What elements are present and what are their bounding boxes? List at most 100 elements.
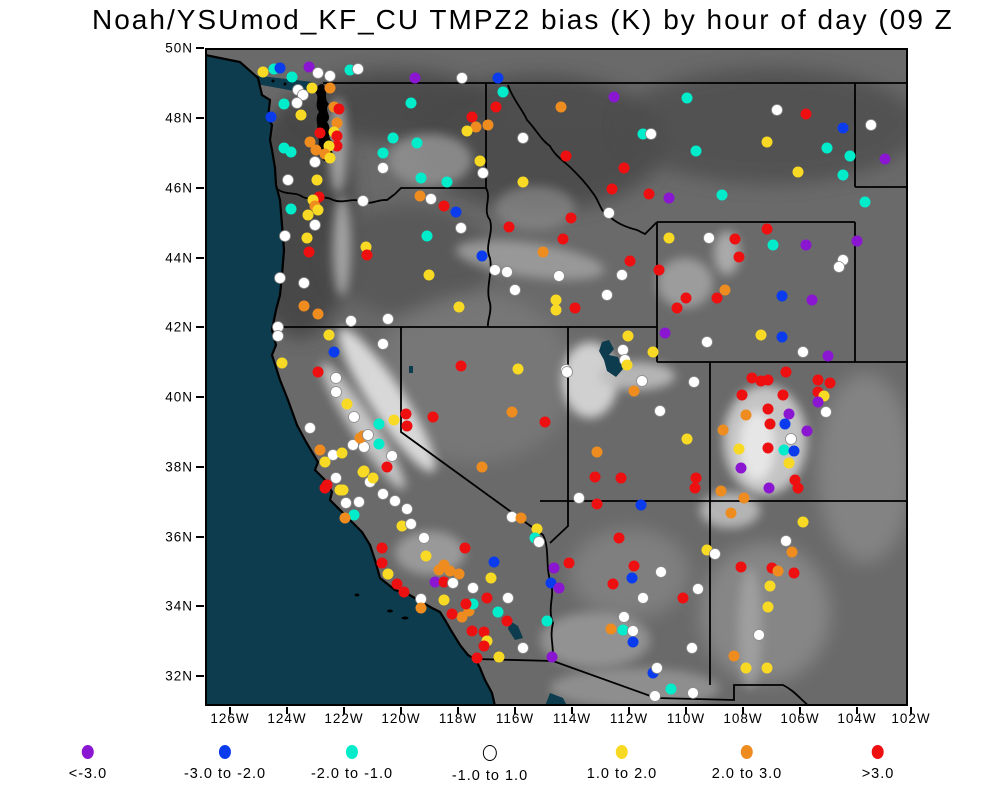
- station-dot: [341, 398, 353, 410]
- station-dot: [459, 542, 471, 554]
- station-dot: [778, 444, 790, 456]
- station-dot: [659, 327, 671, 339]
- station-dot: [474, 155, 486, 167]
- station-dot: [621, 359, 633, 371]
- station-dot: [409, 72, 421, 84]
- station-dot: [561, 366, 573, 378]
- station-dot: [762, 442, 774, 454]
- lon-tick-label: 126W: [210, 711, 250, 726]
- station-dot: [637, 128, 649, 140]
- station-dot: [628, 560, 640, 572]
- station-dot: [671, 302, 683, 314]
- station-dot: [715, 485, 727, 497]
- station-dot: [337, 484, 349, 496]
- station-dot: [396, 520, 408, 532]
- station-dot: [605, 623, 617, 635]
- station-dot: [324, 152, 336, 164]
- station-dot: [501, 266, 513, 278]
- lon-tick-mark: [742, 707, 744, 714]
- station-dot: [613, 532, 625, 544]
- station-dot: [733, 251, 745, 263]
- station-dot: [589, 471, 601, 483]
- station-dot: [767, 239, 779, 251]
- station-dot: [733, 443, 745, 455]
- legend-dot-r: [872, 745, 884, 759]
- station-dot: [865, 119, 877, 131]
- station-dot: [701, 336, 713, 348]
- station-dot: [545, 577, 557, 589]
- lon-tick-label: 108W: [723, 711, 763, 726]
- station-dot: [553, 270, 565, 282]
- lon-tick-label: 106W: [780, 711, 820, 726]
- station-dot: [821, 142, 833, 154]
- station-dot: [336, 447, 348, 459]
- station-dot: [391, 578, 403, 590]
- lat-tick-mark: [196, 605, 204, 607]
- station-dot: [489, 264, 501, 276]
- lon-tick-mark: [229, 707, 231, 714]
- station-dot: [573, 492, 585, 504]
- station-dot: [761, 136, 773, 148]
- terrain-map: [204, 48, 908, 707]
- map-panel: [204, 48, 908, 707]
- station-dot: [792, 482, 804, 494]
- station-dot: [295, 109, 307, 121]
- station-dot: [427, 411, 439, 423]
- station-dot: [297, 89, 309, 101]
- station-dot: [762, 601, 774, 613]
- station-dot: [501, 615, 513, 627]
- station-dot: [654, 405, 666, 417]
- station-dot: [415, 602, 427, 614]
- station-dot: [806, 294, 818, 306]
- station-dot: [627, 625, 639, 637]
- station-dot: [345, 315, 357, 327]
- station-dot: [482, 119, 494, 131]
- lon-tick-mark: [514, 707, 516, 714]
- station-dot: [663, 232, 675, 244]
- great-salt-lake: [599, 340, 623, 377]
- station-dot: [686, 642, 698, 654]
- station-dot: [780, 535, 792, 547]
- station-dot: [800, 239, 812, 251]
- station-dot: [319, 456, 331, 468]
- station-dot: [401, 503, 413, 515]
- station-dot: [423, 269, 435, 281]
- lon-tick-label: 124W: [267, 711, 307, 726]
- station-dot: [301, 232, 313, 244]
- station-dot: [797, 346, 809, 358]
- station-dot: [681, 92, 693, 104]
- station-dot: [367, 472, 379, 484]
- lon-tick-label: 104W: [837, 711, 877, 726]
- legend-item: -1.0 to 1.0: [452, 745, 528, 784]
- station-dot: [624, 255, 636, 267]
- station-dot: [591, 446, 603, 458]
- station-dot: [844, 150, 856, 162]
- station-dot: [761, 662, 773, 674]
- station-dot: [361, 249, 373, 261]
- lat-tick-mark: [196, 536, 204, 538]
- station-dot: [735, 462, 747, 474]
- station-dot: [306, 82, 318, 94]
- station-dot: [776, 331, 788, 343]
- station-dot: [550, 304, 562, 316]
- station-dot: [555, 101, 567, 113]
- station-dot: [340, 497, 352, 509]
- station-dot: [637, 592, 649, 604]
- station-dot: [298, 300, 310, 312]
- lat-tick-mark: [196, 257, 204, 259]
- station-dot: [812, 396, 824, 408]
- station-dot: [405, 97, 417, 109]
- station-dot: [565, 212, 577, 224]
- station-dot: [339, 512, 351, 524]
- lat-tick-label: 40N: [165, 389, 193, 405]
- station-dot: [311, 174, 323, 186]
- station-dot: [485, 572, 497, 584]
- station-dot: [353, 496, 365, 508]
- station-dot: [450, 206, 462, 218]
- lon-tick-label: 112W: [609, 711, 649, 726]
- legend-label: >3.0: [861, 766, 895, 782]
- station-dot: [517, 642, 529, 654]
- lon-tick-mark: [856, 707, 858, 714]
- station-dot: [735, 561, 747, 573]
- station-dot: [476, 461, 488, 473]
